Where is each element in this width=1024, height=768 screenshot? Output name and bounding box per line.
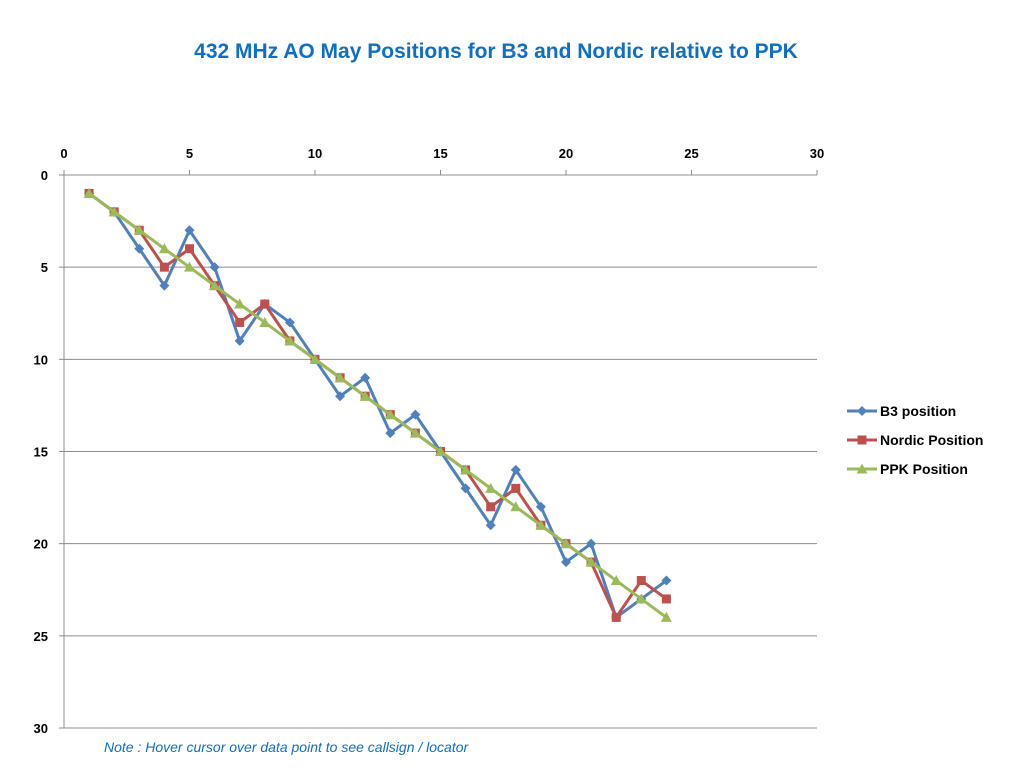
ppk-position-point — [510, 501, 522, 512]
y-tick-label: 30 — [34, 721, 48, 736]
b3-position-point — [209, 262, 220, 273]
b3-position-point — [561, 557, 571, 568]
b3-position-point — [410, 409, 421, 420]
nordic-position-point — [159, 262, 169, 272]
ppk-position-point — [610, 575, 622, 586]
b3-position-point — [510, 464, 521, 475]
nordic-position-point — [235, 317, 245, 327]
legend-marker-b3-position — [857, 406, 867, 416]
nordic-position-point — [185, 244, 194, 254]
nordic-position-point — [486, 502, 496, 512]
nordic-position-point — [511, 483, 521, 493]
x-tick-label: 20 — [559, 146, 573, 161]
hover-note: Note : Hover cursor over data point to s… — [104, 739, 469, 755]
ppk-position-point — [184, 261, 195, 272]
ppk-position-point — [409, 427, 421, 438]
ppk-position-point — [585, 556, 597, 567]
ppk-position-point — [284, 335, 296, 346]
b3-position-point — [134, 243, 145, 254]
chart-title: 432 MHz AO May Positions for B3 and Nord… — [194, 40, 798, 63]
ppk-position-point — [334, 372, 346, 383]
y-tick-label: 25 — [34, 629, 48, 644]
x-tick-label: 5 — [186, 146, 193, 161]
ppk-position-point — [535, 519, 547, 530]
b3-position-point — [234, 335, 245, 346]
ppk-position-point — [133, 224, 145, 235]
ppk-position-point — [209, 280, 221, 291]
b3-position-point — [360, 372, 371, 383]
ppk-position-point — [635, 593, 647, 604]
axes: 0 5 10 15 20 25 30 0 5 10 15 20 25 30 — [34, 146, 825, 736]
b3-position-point — [586, 538, 597, 549]
b3-position-point — [184, 225, 195, 236]
ppk-position-point — [359, 390, 371, 401]
ppk-position-point — [259, 316, 271, 327]
x-tick-label: 25 — [684, 146, 698, 161]
nordic-position-point — [661, 594, 671, 604]
b3-position-point — [159, 280, 170, 291]
legend-marker-ppk-position — [856, 463, 868, 474]
x-tick-label: 15 — [433, 146, 447, 161]
ppk-position-point — [83, 187, 95, 198]
ppk-position-line — [88, 192, 668, 619]
nordic-position-point — [611, 612, 621, 622]
ppk-position-point — [560, 538, 572, 549]
b3-position-point — [661, 575, 672, 586]
ppk-position-point — [108, 206, 120, 217]
legend-marker-nordic-position — [857, 435, 867, 445]
b3-position-point — [385, 428, 396, 439]
y-tick-label: 0 — [41, 168, 48, 183]
ppk-position-point — [158, 243, 170, 254]
b3-position-point — [485, 520, 496, 531]
y-tick-label: 10 — [34, 352, 48, 367]
y-tick-label: 15 — [34, 445, 48, 460]
nordic-position-point — [260, 299, 270, 309]
ppk-position-point — [234, 298, 246, 309]
y-tick-label: 5 — [41, 260, 48, 275]
ppk-position-point — [660, 611, 672, 622]
x-tick-label: 30 — [810, 146, 824, 161]
legend-label-nordic-position: Nordic Position — [880, 432, 983, 448]
x-tick-label: 0 — [60, 146, 67, 161]
b3-position-point — [535, 501, 546, 512]
series-layer — [83, 187, 672, 623]
ppk-position-point — [309, 353, 321, 364]
y-tick-label: 20 — [34, 537, 48, 552]
nordic-position-point — [636, 576, 646, 586]
ppk-position-point — [460, 464, 472, 475]
x-tick-label: 10 — [308, 146, 322, 161]
ppk-position-point — [384, 409, 396, 420]
b3-position-point — [284, 317, 295, 328]
ppk-position-point — [485, 482, 497, 493]
ppk-position-point — [435, 446, 446, 456]
b3-position-point — [335, 391, 346, 402]
legend: B3 position Nordic Position PPK Position — [847, 403, 983, 477]
b3-position-point — [460, 483, 471, 494]
gridlines — [64, 266, 817, 729]
legend-label-b3-position: B3 position — [880, 403, 956, 419]
legend-label-ppk-position: PPK Position — [880, 461, 968, 477]
